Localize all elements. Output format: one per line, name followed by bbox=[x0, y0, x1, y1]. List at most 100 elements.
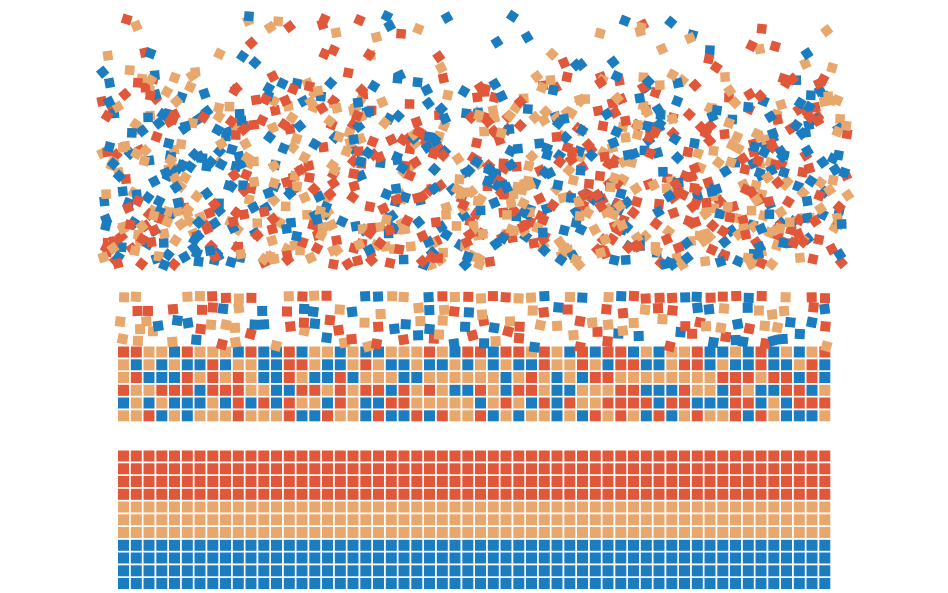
confetti-square bbox=[660, 233, 674, 246]
confetti-square bbox=[325, 218, 339, 232]
grid-square bbox=[143, 346, 155, 358]
grid-square bbox=[118, 463, 129, 475]
grid-square bbox=[220, 476, 231, 487]
grid-square bbox=[475, 488, 486, 500]
grid-square bbox=[322, 384, 333, 396]
confetti-square bbox=[224, 114, 239, 129]
falling-square bbox=[324, 314, 336, 326]
confetti-square bbox=[632, 119, 643, 130]
grid-square bbox=[564, 410, 576, 422]
grid-square bbox=[653, 372, 665, 383]
grid-square bbox=[538, 397, 550, 409]
grid-square bbox=[385, 565, 397, 577]
grid-square bbox=[398, 397, 410, 409]
confetti-square bbox=[573, 93, 586, 106]
confetti-square bbox=[416, 229, 429, 243]
confetti-square bbox=[757, 145, 771, 159]
confetti-square bbox=[179, 120, 192, 133]
grid-square bbox=[156, 410, 168, 422]
grid-square bbox=[615, 501, 627, 513]
grid-square bbox=[411, 527, 423, 538]
grid-square bbox=[564, 565, 576, 577]
grid-square bbox=[436, 527, 448, 538]
grid-square bbox=[538, 450, 550, 462]
grid-square bbox=[589, 527, 601, 538]
confetti-square bbox=[631, 128, 644, 141]
falling-square bbox=[705, 292, 716, 303]
grid-square bbox=[258, 384, 270, 396]
grid-square bbox=[143, 501, 155, 513]
falling-square bbox=[132, 335, 144, 347]
grid-square bbox=[194, 346, 206, 358]
grid-square bbox=[232, 565, 244, 577]
confetti-square bbox=[671, 95, 684, 108]
falling-square bbox=[663, 340, 676, 353]
confetti-square bbox=[243, 11, 255, 22]
confetti-square bbox=[266, 121, 280, 135]
falling-square bbox=[448, 305, 460, 318]
confetti-square bbox=[706, 110, 719, 123]
grid-square bbox=[500, 450, 512, 462]
grid-square bbox=[589, 552, 601, 564]
grid-square bbox=[475, 450, 486, 462]
grid-square bbox=[143, 552, 155, 564]
grid-square bbox=[424, 372, 435, 383]
confetti-square bbox=[262, 130, 277, 144]
grid-square bbox=[232, 372, 244, 383]
confetti-square bbox=[440, 11, 454, 25]
grid-square bbox=[156, 552, 168, 564]
confetti-square bbox=[755, 256, 768, 270]
grid-square bbox=[194, 450, 206, 462]
grid-square bbox=[819, 410, 831, 422]
confetti-square bbox=[750, 193, 764, 207]
confetti-square bbox=[716, 224, 730, 238]
confetti-square bbox=[547, 84, 559, 96]
grid-square bbox=[806, 539, 818, 551]
confetti-square bbox=[328, 163, 342, 177]
confetti-square bbox=[703, 119, 718, 133]
grid-square bbox=[194, 527, 206, 538]
grid-square bbox=[615, 372, 627, 383]
grid-square bbox=[156, 463, 168, 475]
grid-square bbox=[564, 397, 576, 409]
grid-square bbox=[615, 463, 627, 475]
grid-square bbox=[704, 463, 716, 475]
grid-square bbox=[385, 397, 397, 409]
grid-square bbox=[742, 527, 754, 538]
grid-square bbox=[551, 397, 563, 409]
falling-square bbox=[233, 293, 244, 304]
confetti-square bbox=[605, 182, 616, 193]
falling-square bbox=[756, 290, 767, 302]
grid-square bbox=[768, 397, 780, 409]
grid-square bbox=[449, 578, 461, 589]
grid-square bbox=[462, 501, 474, 513]
confetti-square bbox=[118, 87, 132, 102]
falling-square bbox=[167, 336, 178, 348]
grid-square bbox=[347, 372, 359, 383]
confetti-square bbox=[408, 155, 422, 170]
grid-square bbox=[730, 397, 741, 409]
grid-square bbox=[130, 384, 142, 396]
grid-square bbox=[602, 514, 614, 526]
grid-square bbox=[704, 501, 716, 513]
grid-square bbox=[130, 514, 142, 526]
grid-square bbox=[742, 565, 754, 577]
confetti-square bbox=[813, 233, 825, 246]
grid-square bbox=[130, 527, 142, 538]
falling-square bbox=[753, 305, 764, 316]
confetti-square bbox=[144, 89, 156, 102]
confetti-square bbox=[380, 213, 393, 226]
falling-square bbox=[132, 305, 143, 317]
confetti-square bbox=[583, 178, 595, 189]
grid-square bbox=[169, 488, 180, 500]
confetti-square bbox=[479, 126, 490, 137]
grid-square bbox=[130, 410, 142, 422]
falling-square bbox=[433, 329, 445, 340]
confetti-square bbox=[739, 163, 751, 176]
confetti-square bbox=[138, 155, 151, 167]
confetti-square bbox=[293, 119, 307, 133]
confetti-square bbox=[608, 171, 621, 185]
grid-square bbox=[385, 476, 397, 487]
confetti-square bbox=[400, 214, 414, 228]
grid-square bbox=[462, 410, 474, 422]
